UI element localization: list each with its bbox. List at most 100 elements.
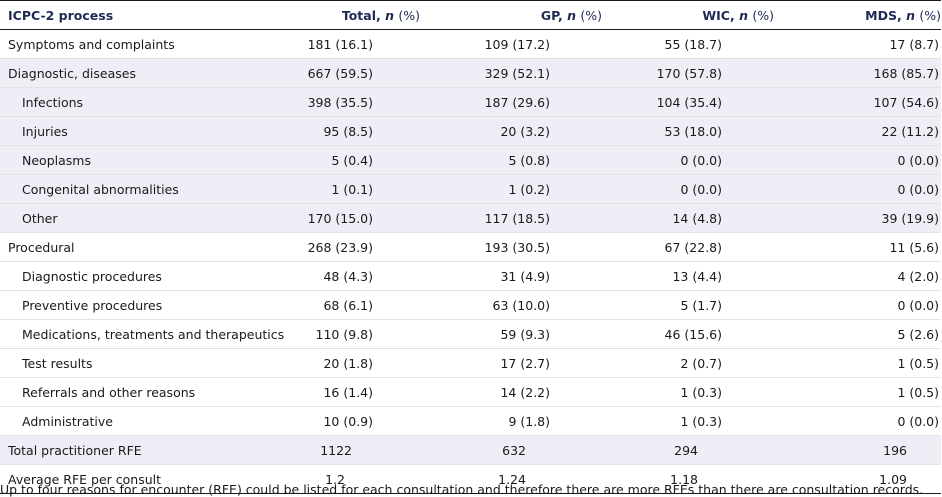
- cell-gp: 20 (3.2): [420, 116, 602, 146]
- cell-total: 10 (0.9): [255, 406, 420, 436]
- table-row: Diagnostic, diseases 667 (59.5) 329 (52.…: [0, 58, 941, 88]
- header-total-pct: (%): [398, 7, 420, 23]
- cell-mds: 107 (54.6): [774, 87, 941, 117]
- table-row: Total practitioner RFE 1122 632 294 196: [0, 435, 941, 465]
- cell-mds: 1 (0.5): [774, 377, 941, 407]
- table-row: Medications, treatments and therapeutics…: [0, 319, 941, 349]
- cell-total: 170 (15.0): [255, 203, 420, 233]
- cell-wic: 104 (35.4): [602, 87, 774, 117]
- cell-mds: 39 (19.9): [774, 203, 941, 233]
- cell-total: 16 (1.4): [255, 377, 420, 407]
- cell-total: 1 (0.1): [255, 174, 420, 204]
- row-label: Other: [0, 203, 255, 233]
- header-gp-label: GP,: [540, 7, 563, 23]
- row-label: Diagnostic, diseases: [0, 58, 255, 88]
- cell-gp: 329 (52.1): [420, 58, 602, 88]
- header-wic-label: WIC,: [702, 7, 735, 23]
- table-row: Diagnostic procedures 48 (4.3) 31 (4.9) …: [0, 261, 941, 291]
- row-label: Administrative: [0, 406, 255, 436]
- header-gp-pct: (%): [580, 7, 602, 23]
- table-row: Infections 398 (35.5) 187 (29.6) 104 (35…: [0, 87, 941, 117]
- table-row: Injuries 95 (8.5) 20 (3.2) 53 (18.0) 22 …: [0, 116, 941, 146]
- cell-gp: 59 (9.3): [420, 319, 602, 349]
- cell-wic: 13 (4.4): [602, 261, 774, 291]
- header-wic-pct: (%): [752, 7, 774, 23]
- row-label: Test results: [0, 348, 255, 378]
- cell-total: 181 (16.1): [255, 29, 420, 59]
- row-label: Diagnostic procedures: [0, 261, 255, 291]
- row-label: Procedural: [0, 232, 255, 262]
- cell-gp: 109 (17.2): [420, 29, 602, 59]
- table-footnote: Up to four reasons for encounter (RFE) c…: [0, 482, 924, 497]
- table-row: Administrative 10 (0.9) 9 (1.8) 1 (0.3) …: [0, 406, 941, 436]
- row-label: Infections: [0, 87, 255, 117]
- table-row: Referrals and other reasons 16 (1.4) 14 …: [0, 377, 941, 407]
- cell-gp: 117 (18.5): [420, 203, 602, 233]
- cell-wic: 0 (0.0): [602, 145, 774, 175]
- table-row: Preventive procedures 68 (6.1) 63 (10.0)…: [0, 290, 941, 320]
- row-label: Medications, treatments and therapeutics: [0, 319, 284, 349]
- row-label: Average RFE per consult: [0, 464, 255, 494]
- cell-mds: 1 (0.5): [774, 348, 941, 378]
- cell-wic: 14 (4.8): [602, 203, 774, 233]
- header-mds-n: n: [906, 7, 915, 23]
- cell-gp: 5 (0.8): [420, 145, 602, 175]
- header-mds-pct: (%): [919, 7, 941, 23]
- cell-total: 1.2: [255, 464, 420, 494]
- table-row: Congenital abnormalities 1 (0.1) 1 (0.2)…: [0, 174, 941, 204]
- cell-mds: 0 (0.0): [774, 145, 941, 175]
- cell-total: 1122: [255, 435, 420, 465]
- cell-gp: 632: [420, 435, 602, 465]
- cell-total: 110 (9.8): [255, 319, 420, 349]
- row-label: Referrals and other reasons: [0, 377, 255, 407]
- cell-gp: 14 (2.2): [420, 377, 602, 407]
- cell-wic: 46 (15.6): [602, 319, 774, 349]
- cell-wic: 5 (1.7): [602, 290, 774, 320]
- table-row: Symptoms and complaints 181 (16.1) 109 (…: [0, 29, 941, 59]
- cell-mds: 11 (5.6): [774, 232, 941, 262]
- cell-gp: 1.24: [420, 464, 602, 494]
- cell-mds: 168 (85.7): [774, 58, 941, 88]
- table-row: Average RFE per consult 1.2 1.24 1.18 1.…: [0, 464, 941, 494]
- header-total-label: Total,: [341, 7, 381, 23]
- cell-mds: 22 (11.2): [774, 116, 941, 146]
- cell-mds: 1.09: [774, 464, 941, 494]
- cell-gp: 17 (2.7): [420, 348, 602, 378]
- cell-gp: 9 (1.8): [420, 406, 602, 436]
- cell-mds: 0 (0.0): [774, 406, 941, 436]
- cell-total: 5 (0.4): [255, 145, 420, 175]
- cell-gp: 63 (10.0): [420, 290, 602, 320]
- cell-gp: 31 (4.9): [420, 261, 602, 291]
- table-row: Other 170 (15.0) 117 (18.5) 14 (4.8) 39 …: [0, 203, 941, 233]
- cell-total: 48 (4.3): [255, 261, 420, 291]
- cell-total: 95 (8.5): [255, 116, 420, 146]
- cell-total: 68 (6.1): [255, 290, 420, 320]
- cell-gp: 187 (29.6): [420, 87, 602, 117]
- header-mds-label: MDS,: [865, 7, 902, 23]
- cell-total: 20 (1.8): [255, 348, 420, 378]
- cell-total: 667 (59.5): [255, 58, 420, 88]
- cell-mds: 0 (0.0): [774, 174, 941, 204]
- table-row: Test results 20 (1.8) 17 (2.7) 2 (0.7) 1…: [0, 348, 941, 378]
- header-row: ICPC-2 process Total, n (%) GP, n (%) WI…: [0, 0, 941, 30]
- cell-mds: 0 (0.0): [774, 290, 941, 320]
- cell-wic: 294: [602, 435, 774, 465]
- cell-wic: 2 (0.7): [602, 348, 774, 378]
- header-total-n: n: [385, 7, 394, 23]
- cell-wic: 1.18: [602, 464, 774, 494]
- header-gp: GP, n (%): [420, 0, 602, 30]
- table-row: Neoplasms 5 (0.4) 5 (0.8) 0 (0.0) 0 (0.0…: [0, 145, 941, 175]
- row-label: Injuries: [0, 116, 255, 146]
- cell-gp: 1 (0.2): [420, 174, 602, 204]
- cell-wic: 1 (0.3): [602, 406, 774, 436]
- cell-gp: 193 (30.5): [420, 232, 602, 262]
- header-gp-n: n: [567, 7, 576, 23]
- cell-wic: 170 (57.8): [602, 58, 774, 88]
- header-total: Total, n (%): [255, 0, 420, 30]
- cell-mds: 5 (2.6): [774, 319, 941, 349]
- cell-wic: 55 (18.7): [602, 29, 774, 59]
- cell-mds: 17 (8.7): [774, 29, 941, 59]
- table-row: Procedural 268 (23.9) 193 (30.5) 67 (22.…: [0, 232, 941, 262]
